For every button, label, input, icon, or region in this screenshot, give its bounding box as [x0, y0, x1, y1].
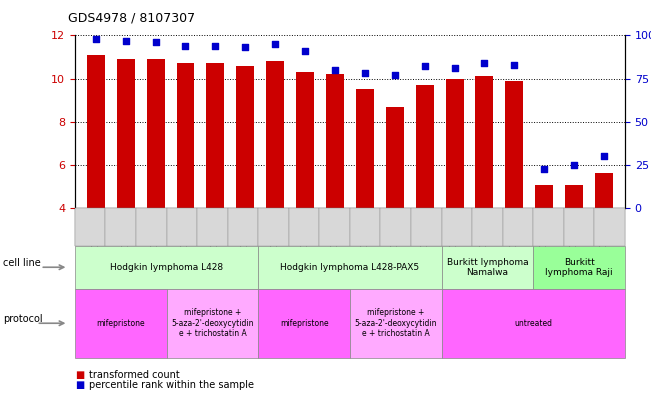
- Bar: [236, 66, 255, 208]
- Text: mifepristone +
5-aza-2'-deoxycytidin
e + trichostatin A: mifepristone + 5-aza-2'-deoxycytidin e +…: [171, 309, 254, 338]
- Point: [330, 67, 340, 73]
- Bar: [266, 61, 284, 208]
- Text: mifepristone +
5-aza-2'-deoxycytidin
e + trichostatin A: mifepristone + 5-aza-2'-deoxycytidin e +…: [355, 309, 437, 338]
- Bar: [595, 173, 613, 208]
- Point: [120, 37, 131, 44]
- Bar: [326, 74, 344, 208]
- Point: [599, 153, 609, 160]
- Point: [300, 48, 311, 54]
- Text: transformed count: transformed count: [89, 369, 180, 380]
- Bar: [535, 185, 553, 208]
- Point: [210, 42, 221, 49]
- Point: [479, 60, 490, 66]
- Text: ■: ■: [75, 380, 84, 390]
- Bar: [206, 64, 225, 208]
- Bar: [117, 59, 135, 208]
- Bar: [416, 85, 434, 208]
- Point: [539, 165, 549, 172]
- Point: [270, 41, 281, 47]
- Text: Hodgkin lymphoma L428-PAX5: Hodgkin lymphoma L428-PAX5: [281, 263, 419, 272]
- Text: percentile rank within the sample: percentile rank within the sample: [89, 380, 254, 390]
- Bar: [296, 72, 314, 208]
- Text: Hodgkin lymphoma L428: Hodgkin lymphoma L428: [110, 263, 223, 272]
- Text: Burkitt lymphoma
Namalwa: Burkitt lymphoma Namalwa: [447, 257, 528, 277]
- Bar: [475, 76, 493, 208]
- Bar: [386, 107, 404, 208]
- Bar: [356, 90, 374, 208]
- Bar: [505, 81, 523, 208]
- Bar: [146, 59, 165, 208]
- Text: cell line: cell line: [3, 258, 41, 268]
- Bar: [565, 185, 583, 208]
- Text: ■: ■: [75, 369, 84, 380]
- Point: [569, 162, 579, 168]
- Point: [389, 72, 400, 78]
- Point: [419, 63, 430, 70]
- Text: untreated: untreated: [514, 319, 552, 328]
- Point: [90, 36, 101, 42]
- Point: [359, 70, 370, 77]
- Text: mifepristone: mifepristone: [96, 319, 145, 328]
- Point: [509, 62, 519, 68]
- Bar: [176, 64, 195, 208]
- Text: protocol: protocol: [3, 314, 43, 324]
- Bar: [87, 55, 105, 208]
- Point: [240, 44, 251, 51]
- Text: Burkitt
lymphoma Raji: Burkitt lymphoma Raji: [546, 257, 613, 277]
- Text: GDS4978 / 8107307: GDS4978 / 8107307: [68, 12, 195, 25]
- Point: [150, 39, 161, 46]
- Text: mifepristone: mifepristone: [280, 319, 328, 328]
- Point: [180, 42, 191, 49]
- Point: [449, 65, 460, 72]
- Bar: [445, 79, 464, 208]
